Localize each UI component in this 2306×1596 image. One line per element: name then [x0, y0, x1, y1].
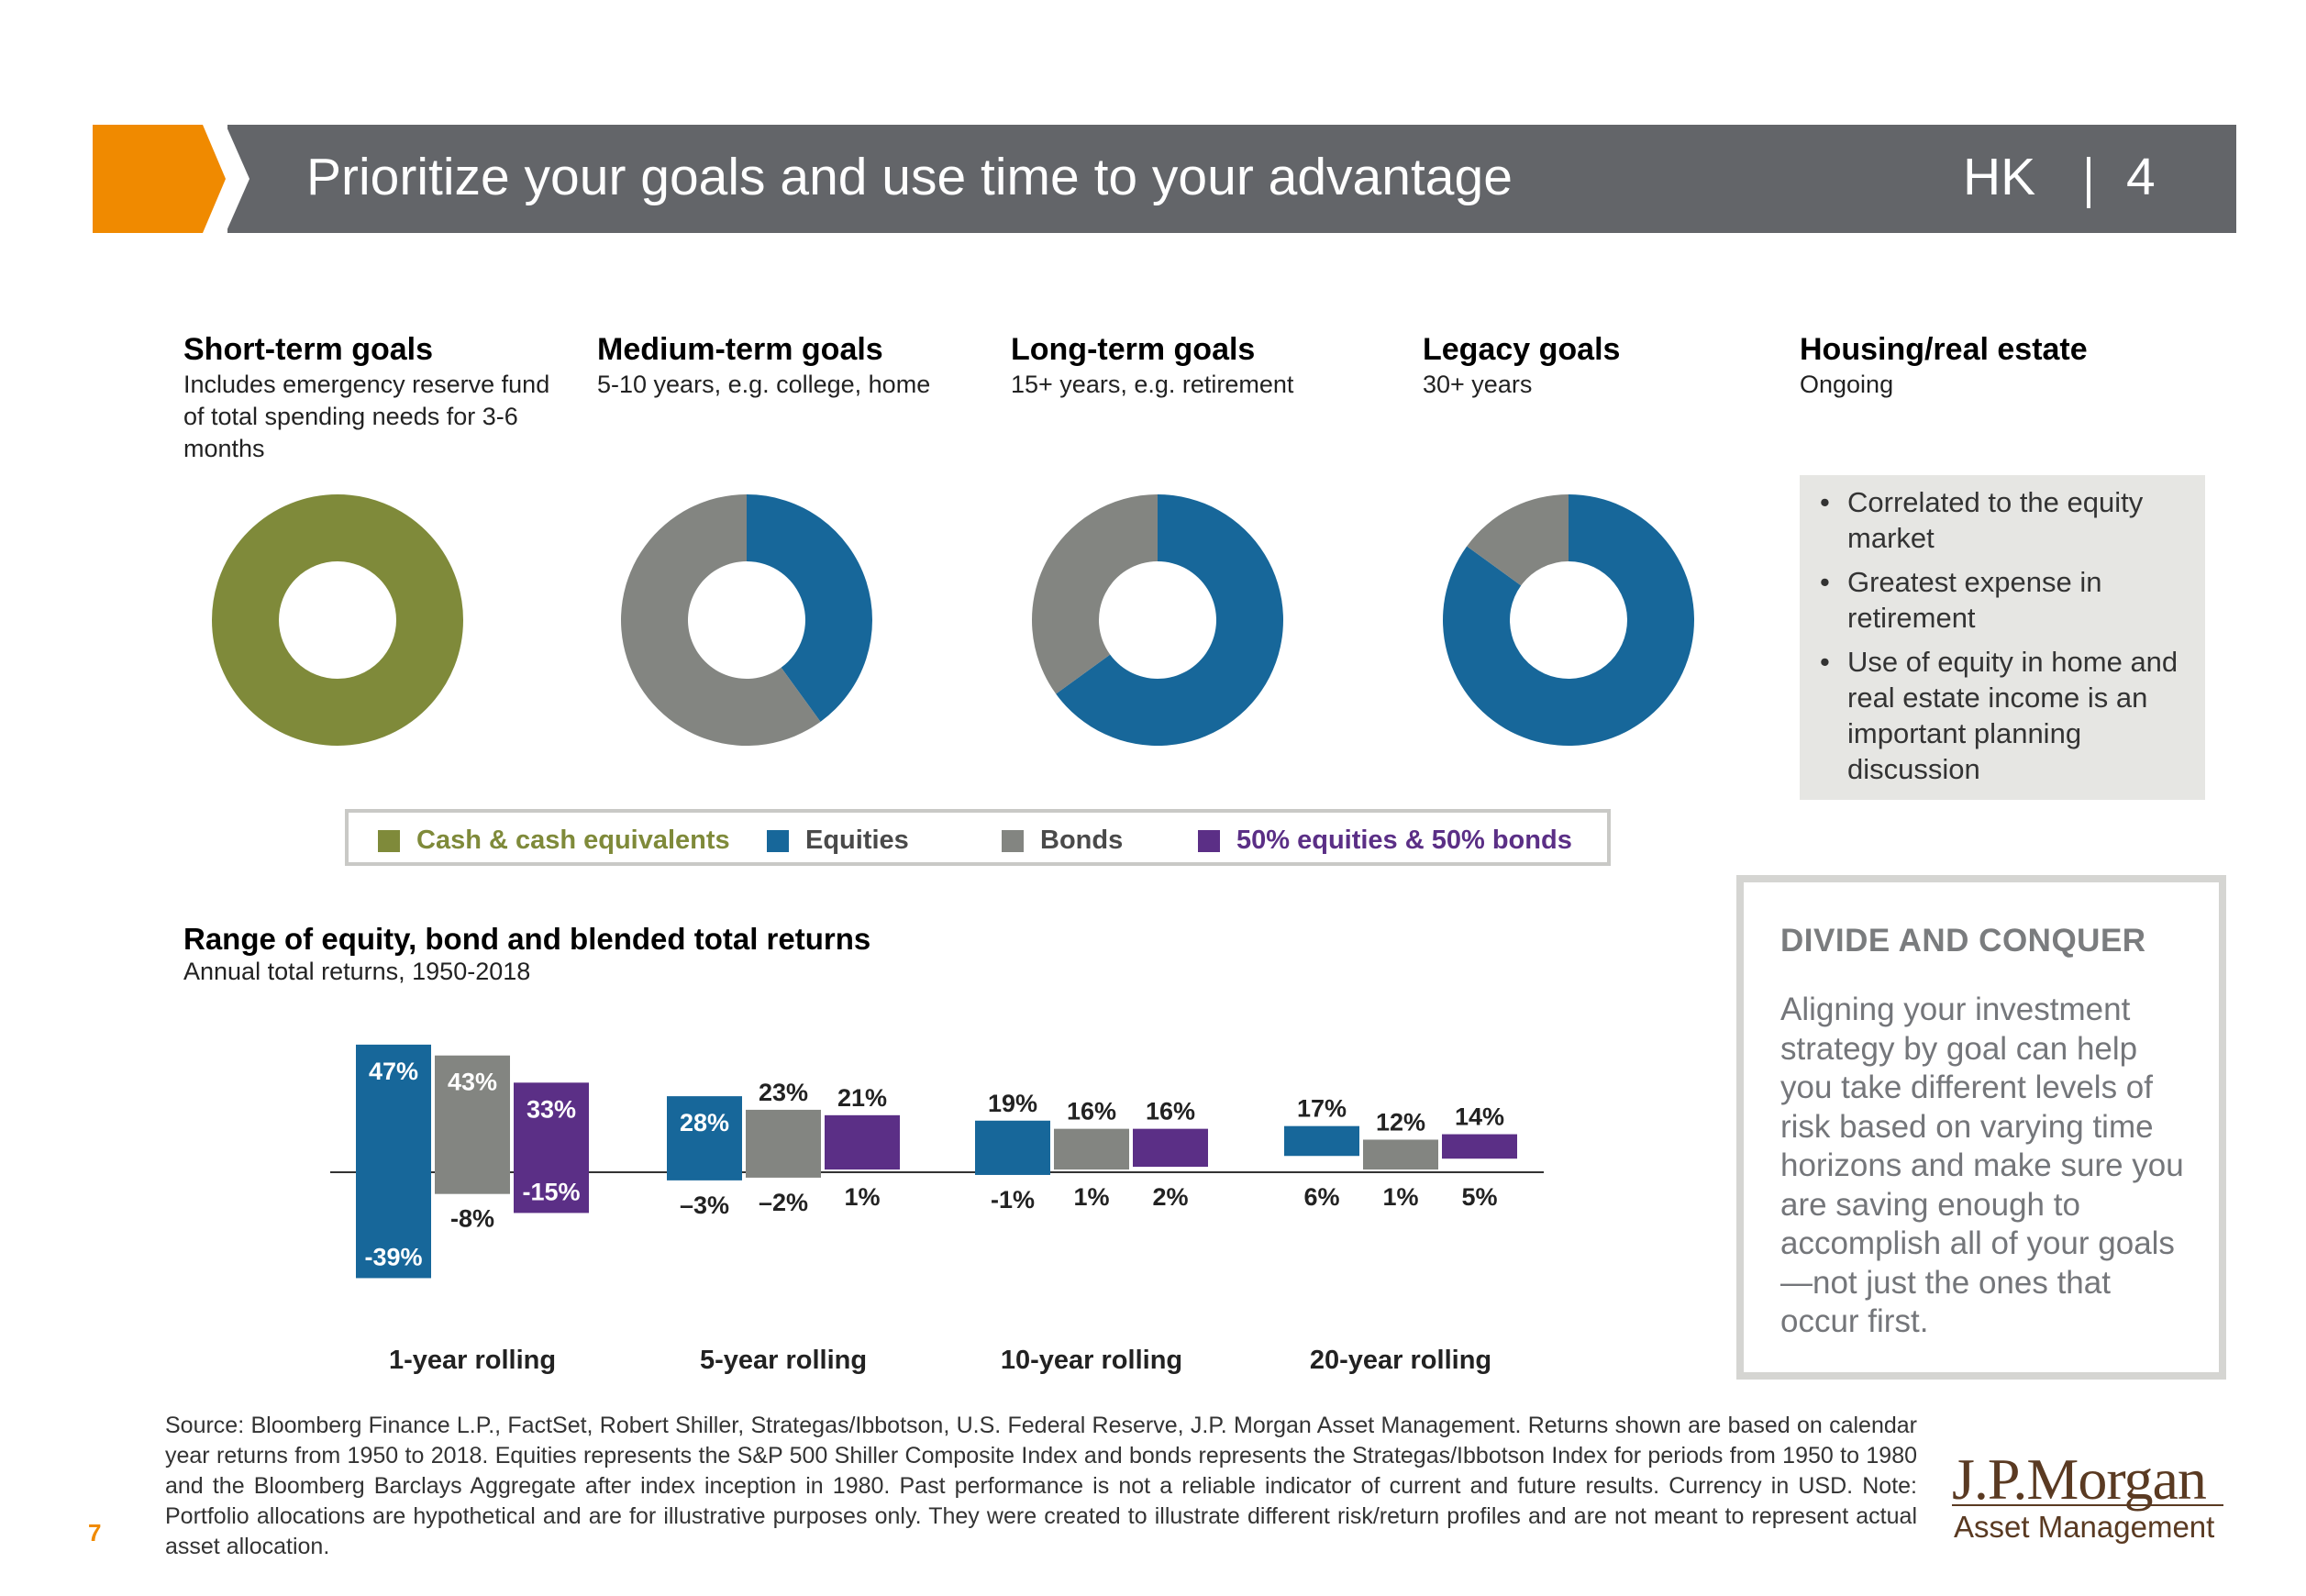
- bar-max-label: 14%: [1455, 1103, 1504, 1131]
- bar-min-label: 5%: [1461, 1183, 1497, 1211]
- goal-description: 5-10 years, e.g. college, home: [597, 371, 931, 398]
- header-bar: [227, 125, 2236, 233]
- bar-max-label: 17%: [1297, 1095, 1347, 1123]
- donut-slice: [620, 494, 821, 746]
- legend-label: Cash & cash equivalents: [416, 826, 730, 855]
- legend: Cash & cash equivalents Equities Bonds 5…: [345, 809, 1611, 866]
- bar-max-label: 28%: [680, 1109, 729, 1136]
- bar-min-label: 1%: [1382, 1183, 1418, 1211]
- legend-swatch: [1002, 829, 1024, 852]
- goal-medium-term: Medium-term goals 5-10 years, e.g. colle…: [597, 330, 1001, 401]
- category-label: 1-year rolling: [389, 1346, 556, 1375]
- bar-bonds: [746, 1109, 821, 1178]
- bar-max-label: 43%: [448, 1069, 497, 1096]
- goal-housing: Housing/real estate Ongoing: [1800, 330, 2203, 401]
- bar-min-label: -15%: [522, 1178, 580, 1205]
- bar-50-equities-50-bonds: [825, 1114, 900, 1170]
- goal-title: Long-term goals: [1011, 332, 1256, 367]
- bar-min-label: –3%: [680, 1191, 729, 1219]
- bar-bonds: [435, 1055, 510, 1194]
- donut-slice: [1443, 494, 1695, 746]
- housing-bullet: Correlated to the equity market: [1800, 484, 2205, 556]
- bar-min-label: –2%: [759, 1189, 808, 1216]
- bar-max-label: 16%: [1067, 1098, 1116, 1125]
- legend-swatch: [378, 829, 400, 852]
- bar-50-equities-50-bonds: [1442, 1134, 1517, 1159]
- housing-bullet: Greatest expense in retirement: [1800, 564, 2205, 636]
- header-chevron-icon: [93, 125, 226, 233]
- legend-label: 50% equities & 50% bonds: [1236, 826, 1572, 855]
- logo-rule: [1952, 1504, 2223, 1506]
- bar-equities: [975, 1120, 1050, 1175]
- bar-min-label: 1%: [1073, 1183, 1109, 1211]
- bar-max-label: 21%: [837, 1084, 887, 1112]
- legend-label: Bonds: [1040, 826, 1124, 855]
- legend-item-bonds: Bonds: [1002, 826, 1123, 856]
- category-label: 10-year rolling: [1001, 1346, 1182, 1375]
- goal-short-term: Short-term goals Includes emergency rese…: [183, 330, 587, 465]
- chart-title: Range of equity, bond and blended total …: [183, 922, 871, 956]
- donut-slice: [1467, 494, 1569, 586]
- category-label: 5-year rolling: [700, 1346, 867, 1375]
- header-page-number: 4: [2126, 148, 2156, 206]
- housing-bullet: Use of equity in home and real estate in…: [1800, 644, 2205, 787]
- legend-item-equities: Equities: [767, 826, 909, 856]
- housing-notes-box: Correlated to the equity market Greatest…: [1800, 475, 2205, 800]
- bar-min-label: 2%: [1152, 1183, 1188, 1211]
- donut-slice: [212, 494, 463, 746]
- goal-title: Housing/real estate: [1800, 332, 2088, 367]
- donut-slice: [747, 494, 872, 722]
- bar-min-label: -39%: [364, 1243, 422, 1270]
- source-note: Source: Bloomberg Finance L.P., FactSet,…: [165, 1413, 1917, 1559]
- bar-max-label: 16%: [1146, 1098, 1195, 1125]
- goal-description: Ongoing: [1800, 371, 1894, 398]
- bar-equities: [1284, 1125, 1359, 1157]
- footer-page-number: 7: [88, 1519, 102, 1546]
- bar-min-label: 6%: [1303, 1183, 1339, 1211]
- bar-min-label: 1%: [844, 1183, 880, 1211]
- bar-max-label: 19%: [988, 1090, 1037, 1117]
- bar-max-label: 33%: [527, 1095, 576, 1123]
- legend-swatch: [767, 829, 789, 852]
- goal-title: Short-term goals: [183, 332, 434, 367]
- goal-legacy: Legacy goals 30+ years: [1423, 330, 1826, 401]
- goal-description: 30+ years: [1423, 371, 1533, 398]
- goal-description: 15+ years, e.g. retirement: [1011, 371, 1294, 398]
- bar-bonds: [1054, 1128, 1129, 1170]
- header-chevron-gap: [226, 125, 249, 233]
- callout-title: DIVIDE AND CONQUER: [1780, 923, 2146, 959]
- callout-box: DIVIDE AND CONQUER Aligning your investm…: [1736, 875, 2226, 1380]
- legend-item-cash: Cash & cash equivalents: [378, 826, 730, 856]
- bar-50-equities-50-bonds: [514, 1082, 589, 1214]
- logo-subtitle: Asset Management: [1954, 1510, 2215, 1544]
- header-divider: [2087, 157, 2090, 208]
- bar-50-equities-50-bonds: [1133, 1128, 1208, 1168]
- bar-max-label: 12%: [1376, 1108, 1425, 1136]
- page-title: Prioritize your goals and use time to yo…: [306, 148, 1513, 206]
- chart-subtitle: Annual total returns, 1950-2018: [183, 958, 531, 985]
- donut-slice: [1031, 494, 1158, 694]
- bar-max-label: 47%: [369, 1058, 418, 1085]
- goal-title: Medium-term goals: [597, 332, 883, 367]
- goal-long-term: Long-term goals 15+ years, e.g. retireme…: [1011, 330, 1414, 401]
- legend-item-blend: 50% equities & 50% bonds: [1198, 826, 1572, 856]
- bar-equities: [667, 1096, 742, 1180]
- donut-slice: [1056, 494, 1283, 746]
- goal-title: Legacy goals: [1423, 332, 1621, 367]
- jpmorgan-logo: J.P.Morgan: [1952, 1446, 2207, 1512]
- bar-min-label: -8%: [450, 1205, 494, 1233]
- bar-bonds: [1363, 1139, 1438, 1170]
- legend-label: Equities: [805, 826, 909, 855]
- category-label: 20-year rolling: [1310, 1346, 1491, 1375]
- bar-max-label: 23%: [759, 1079, 808, 1106]
- goal-description: Includes emergency reserve fund of total…: [183, 371, 550, 462]
- legend-swatch: [1198, 829, 1220, 852]
- bar-equities: [356, 1044, 431, 1279]
- bar-min-label: -1%: [991, 1186, 1035, 1214]
- callout-body: Aligning your investment strategy by goa…: [1780, 992, 2184, 1339]
- region-label: HK: [1963, 148, 2036, 206]
